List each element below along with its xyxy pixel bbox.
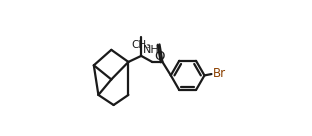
Text: CH₃: CH₃ [132, 40, 151, 50]
Text: Br: Br [213, 67, 226, 80]
Text: O: O [154, 50, 165, 63]
Text: NH: NH [143, 44, 160, 55]
